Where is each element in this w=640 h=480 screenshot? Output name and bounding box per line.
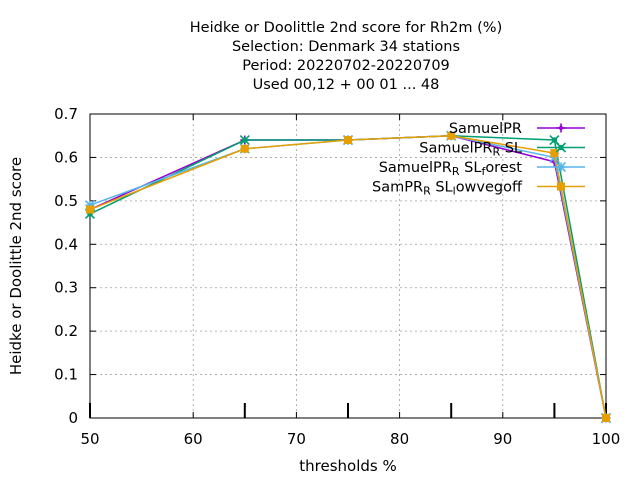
y-tick-label: 0.5 [54, 192, 78, 210]
y-tick-label: 0.7 [54, 105, 78, 123]
data-point [602, 414, 610, 422]
plot-area-border [89, 113, 607, 419]
y-tick-label: 0.2 [54, 322, 78, 340]
title-line: Selection: Denmark 34 stations [232, 39, 460, 55]
series-line [89, 134, 607, 419]
legend-marker [555, 161, 567, 173]
x-tick-label: 50 [80, 430, 99, 448]
data-point [86, 205, 94, 214]
chart-title: Heidke or Doolittle 2nd score for Rh2m (… [190, 20, 502, 93]
y-axis-label: Heidke or Doolittle 2nd score [7, 157, 25, 375]
title-line: Used 00,12 + 00 01 ... 48 [253, 77, 440, 93]
data-point [447, 131, 456, 140]
x-tick-label: 90 [493, 430, 512, 448]
data-point [344, 136, 352, 145]
legend-entry: SamPRR SLlowvegoff [372, 180, 585, 198]
series-line [89, 134, 607, 419]
legend-label: SamPRR SLlowvegoff [372, 180, 523, 198]
x-tick-label: 70 [287, 430, 306, 448]
legend-entry: SamuelPRR SLforest [379, 160, 585, 178]
data-point [550, 149, 559, 158]
series-2 [84, 130, 612, 424]
y-tick-label: 0.3 [54, 279, 78, 297]
legend-entry: SamuelPRR SL [419, 141, 585, 159]
series-4 [86, 131, 610, 422]
axis-ticks: 0 0.1 0.2 0.3 0.4 0.5 0.6 0.7 50 60 70 80 90 100 [54, 105, 620, 448]
x-tick-label: 60 [184, 430, 203, 448]
legend-marker [556, 123, 566, 133]
y-tick-label: 0 [68, 409, 78, 427]
series-3 [84, 130, 612, 424]
y-tick-label: 0.6 [54, 148, 78, 166]
x-axis-label: thresholds % [299, 457, 396, 475]
grid-lines [90, 114, 606, 418]
title-line: Heidke or Doolittle 2nd score for Rh2m (… [190, 20, 502, 36]
x-tick-label: 100 [592, 430, 621, 448]
threshold-tick-marks [89, 403, 607, 418]
legend-marker [555, 142, 567, 153]
x-tick-label: 80 [390, 430, 409, 448]
legend-label: SamuelPRR SLforest [379, 160, 523, 178]
legend-entry: SamuelPR [449, 121, 585, 137]
data-point [240, 144, 249, 153]
data-series [84, 130, 612, 424]
title-line: Period: 20220702-20220709 [242, 58, 450, 74]
legend-label: SamuelPRR SL [419, 141, 522, 159]
data-point [239, 134, 250, 146]
series-line [89, 134, 607, 419]
y-tick-label: 0.1 [54, 366, 78, 384]
legend-marker [557, 182, 565, 191]
series-line [89, 134, 607, 419]
y-tick-label: 0.4 [54, 235, 78, 253]
legend-label: SamuelPR [449, 121, 522, 137]
series-1 [85, 131, 611, 423]
